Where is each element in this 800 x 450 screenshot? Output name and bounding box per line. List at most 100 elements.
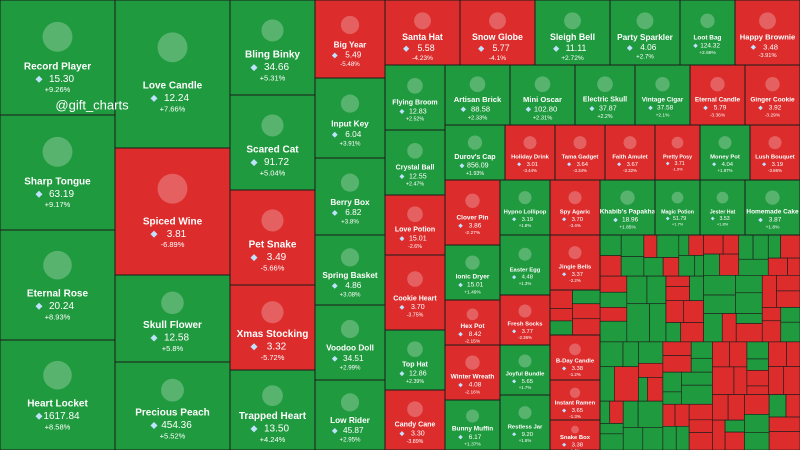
tile-name: Xmas Stocking [237,329,309,340]
tile [549,379,601,421]
small-tile [643,257,664,277]
change-label: +1.49% [464,289,481,295]
small-tile [722,234,740,255]
small-tile [681,371,713,386]
price-label: 6.82 [345,208,361,217]
change-label: +4.24% [260,435,286,444]
gift-icon [655,77,670,92]
gift-icon [261,301,284,324]
price-label: 15.01 [467,282,484,289]
change-label: +1.85% [619,224,636,230]
change-label: +1.7% [519,385,532,390]
tile-name: Santa Hat [402,32,443,42]
diamond-icon [331,355,338,362]
gift-icon [340,319,360,339]
tile-name: Eternal Rose [27,288,89,299]
gift-icon [261,19,284,42]
tile-name: Jester Hat [710,209,736,215]
change-label: -3.89% [407,439,424,445]
price-label: 18.96 [622,217,639,224]
tile-name: Joyful Bundle [506,372,546,378]
small-tile [768,341,787,367]
change-label: +3.91% [339,140,361,147]
price-label: 45.87 [343,426,364,435]
change-label: +3.08% [339,292,361,299]
gift-icon [407,271,423,287]
small-tile [649,303,667,343]
price-label: 15.30 [49,74,74,85]
price-label: 3.81 [167,229,187,240]
small-tile [735,313,763,324]
diamond-icon [758,105,763,111]
small-tile [638,377,648,402]
price-label: 3.87 [769,217,782,224]
tile-name: Ginger Cookie [750,97,795,104]
gift-icon [597,76,613,92]
diamond-icon [460,106,467,113]
tile [314,234,386,306]
tile-name: Restless Jar [508,424,543,430]
small-tile [761,320,782,343]
small-tile [688,419,713,433]
change-label: -3.75% [407,312,424,318]
diamond-icon [250,343,258,351]
gift-icon [568,246,582,260]
tile [0,339,116,450]
price-label: 63.19 [49,189,74,200]
tile [444,124,506,181]
tile-name: Durov's Cap [454,154,496,161]
small-tile [678,255,696,277]
tile [384,254,446,331]
gift-icon [534,76,551,92]
diamond-icon [512,217,517,222]
small-tile [642,427,664,450]
small-tile [746,341,769,360]
tile [499,234,551,296]
price-label: 3.86 [469,222,482,229]
diamond-icon [512,379,517,384]
diamond-icon [150,422,158,430]
small-tile [674,403,690,427]
small-tile [680,322,704,343]
small-tile [688,234,704,256]
small-tile [785,394,800,418]
small-tile [675,425,690,450]
diamond-icon [562,442,567,447]
tile [229,369,316,450]
diamond-icon [648,105,653,111]
small-tile [638,341,664,364]
gift-icon [469,76,486,92]
small-tile [665,275,690,287]
gift-icon [568,191,582,205]
diamond-icon [703,105,708,111]
price-label: 12.83 [409,108,427,115]
small-tile [735,292,763,314]
small-tile [719,253,740,276]
small-tile [688,432,713,450]
tile-name: Loot Bag [693,34,721,41]
tile-name: Happy Brownie [740,33,796,42]
change-label: +5.31% [260,74,286,83]
change-label: -1.9% [672,166,683,171]
diamond-icon [403,45,410,52]
diamond-icon [512,275,517,280]
diamond-icon [589,106,595,112]
small-tile [647,377,664,402]
gift-icon [571,425,579,434]
change-label: +2.31% [533,115,553,121]
tile-name: Spring Basket [322,271,378,280]
tile-name: Khabib's Papakha [600,209,656,216]
change-label: +9.26% [45,85,71,94]
price-label: 4.04 [722,162,734,168]
small-tile [638,362,664,378]
small-tile [662,403,676,427]
change-label: +5.52% [160,432,186,441]
tile-name: Sharp Tongue [24,176,91,187]
price-label: 856.09 [467,163,489,170]
small-tile [724,431,745,450]
price-label: 12.55 [409,173,427,180]
diamond-icon [331,283,338,289]
tile-name: Instant Ramen [555,401,596,407]
diamond-icon [512,432,517,437]
gift-icon [340,15,360,35]
